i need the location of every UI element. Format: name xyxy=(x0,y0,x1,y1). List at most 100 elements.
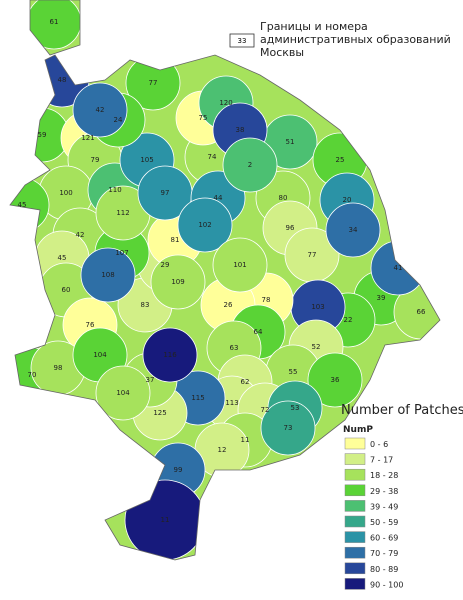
district xyxy=(212,237,268,293)
district-label: 98 xyxy=(54,364,63,372)
district-label: 64 xyxy=(254,328,263,336)
district-label: 101 xyxy=(233,261,246,269)
district-label: 80 xyxy=(279,194,288,202)
district-label: 115 xyxy=(191,394,204,402)
district-label: 121 xyxy=(81,134,94,142)
district xyxy=(177,197,233,253)
district-label: 51 xyxy=(286,138,295,146)
district-label: 42 xyxy=(96,106,105,114)
district-label: 39 xyxy=(377,294,386,302)
district-label: 99 xyxy=(174,466,183,474)
district-label: 125 xyxy=(153,409,166,417)
title-line: Москвы xyxy=(260,46,304,59)
title-line: административных образований xyxy=(260,33,451,46)
district-label: 60 xyxy=(62,286,71,294)
district-label: 61 xyxy=(50,18,59,26)
district-labels: 61 48 59 121 79 100 45 42 45 60 76 70 98 104 83 29 81 107… xyxy=(18,18,426,524)
district-label: 63 xyxy=(230,344,239,352)
district-label: 100 xyxy=(59,189,72,197)
legend-label: 18 - 28 xyxy=(370,471,398,480)
legend-label: 39 - 49 xyxy=(370,502,398,511)
district-label: 78 xyxy=(262,296,271,304)
district-label: 59 xyxy=(38,131,47,139)
district-label: 75 xyxy=(199,114,208,122)
district-label: 102 xyxy=(198,221,211,229)
district-label: 72 xyxy=(261,406,270,414)
district-label: 113 xyxy=(225,399,238,407)
district-label: 73 xyxy=(284,424,293,432)
district-label: 105 xyxy=(140,156,153,164)
legend-swatch xyxy=(344,562,366,575)
district-label: 116 xyxy=(163,351,177,359)
district xyxy=(222,137,278,193)
legend-swatch xyxy=(344,515,366,528)
district-label: 52 xyxy=(312,343,321,351)
district-label: 96 xyxy=(286,224,295,232)
district-label: 38 xyxy=(236,126,245,134)
district xyxy=(72,82,128,138)
district-label: 104 xyxy=(116,389,130,397)
district xyxy=(80,247,136,303)
districts xyxy=(10,0,440,560)
district-label: 41 xyxy=(394,264,403,272)
legend-label: 50 - 59 xyxy=(370,518,398,527)
legend-label: 0 - 6 xyxy=(370,440,388,449)
district-label: 42 xyxy=(76,231,85,239)
district-label: 77 xyxy=(149,79,158,87)
district-label: 112 xyxy=(116,209,129,217)
district-label: 48 xyxy=(58,76,67,84)
district xyxy=(150,254,206,310)
district-label: 29 xyxy=(161,261,170,269)
district-label: 104 xyxy=(93,351,107,359)
district-label: 11 xyxy=(161,516,170,524)
district-label: 45 xyxy=(58,254,67,262)
title-line: Границы и номера xyxy=(260,20,368,33)
district-label: 103 xyxy=(311,303,324,311)
district-label: 37 xyxy=(146,376,155,384)
legend-swatch xyxy=(344,578,366,590)
legend-label: 7 - 17 xyxy=(370,456,393,465)
district-label: 11 xyxy=(241,436,250,444)
legend-swatch xyxy=(344,453,366,465)
district-label: 45 xyxy=(18,201,27,209)
legend-label: 60 - 69 xyxy=(370,534,398,543)
legend: 0 - 6 7 - 17 18 - 28 29 - 38 39 - 49 50 - 59 6… xyxy=(344,437,403,590)
legend-swatch xyxy=(344,484,366,497)
district xyxy=(307,352,363,408)
district-label: 70 xyxy=(28,371,37,379)
district-label: 26 xyxy=(224,301,233,309)
district-label: 53 xyxy=(291,404,300,412)
district-label: 79 xyxy=(91,156,100,164)
district-label: 2 xyxy=(248,161,252,169)
district-label: 44 xyxy=(214,194,223,202)
district-label: 74 xyxy=(208,153,217,161)
district-label: 25 xyxy=(336,156,345,164)
legend-field: NumP xyxy=(343,425,373,435)
legend-swatch xyxy=(344,546,366,559)
district-label: 62 xyxy=(241,378,250,386)
district-label: 107 xyxy=(115,249,128,257)
legend-label: 90 - 100 xyxy=(370,580,403,589)
district-label: 55 xyxy=(289,368,298,376)
district-label: 76 xyxy=(86,321,95,329)
district-label: 120 xyxy=(219,99,232,107)
sample-label: 33 xyxy=(238,37,247,45)
district-label: 77 xyxy=(308,251,317,259)
sample-box xyxy=(229,33,255,48)
district-label: 110 xyxy=(108,186,121,194)
legend-title: Number of Patches xyxy=(341,403,463,418)
district-label: 81 xyxy=(171,236,180,244)
legend-label: 80 - 89 xyxy=(370,565,398,574)
district-label: 83 xyxy=(141,301,150,309)
district-label: 97 xyxy=(161,189,170,197)
district xyxy=(325,202,381,258)
district-label: 24 xyxy=(114,116,123,124)
district-label: 20 xyxy=(343,196,352,204)
district xyxy=(95,365,151,421)
legend-label: 29 - 38 xyxy=(370,487,398,496)
legend-swatch xyxy=(344,531,366,543)
district-label: 12 xyxy=(218,446,227,454)
district xyxy=(142,327,198,383)
